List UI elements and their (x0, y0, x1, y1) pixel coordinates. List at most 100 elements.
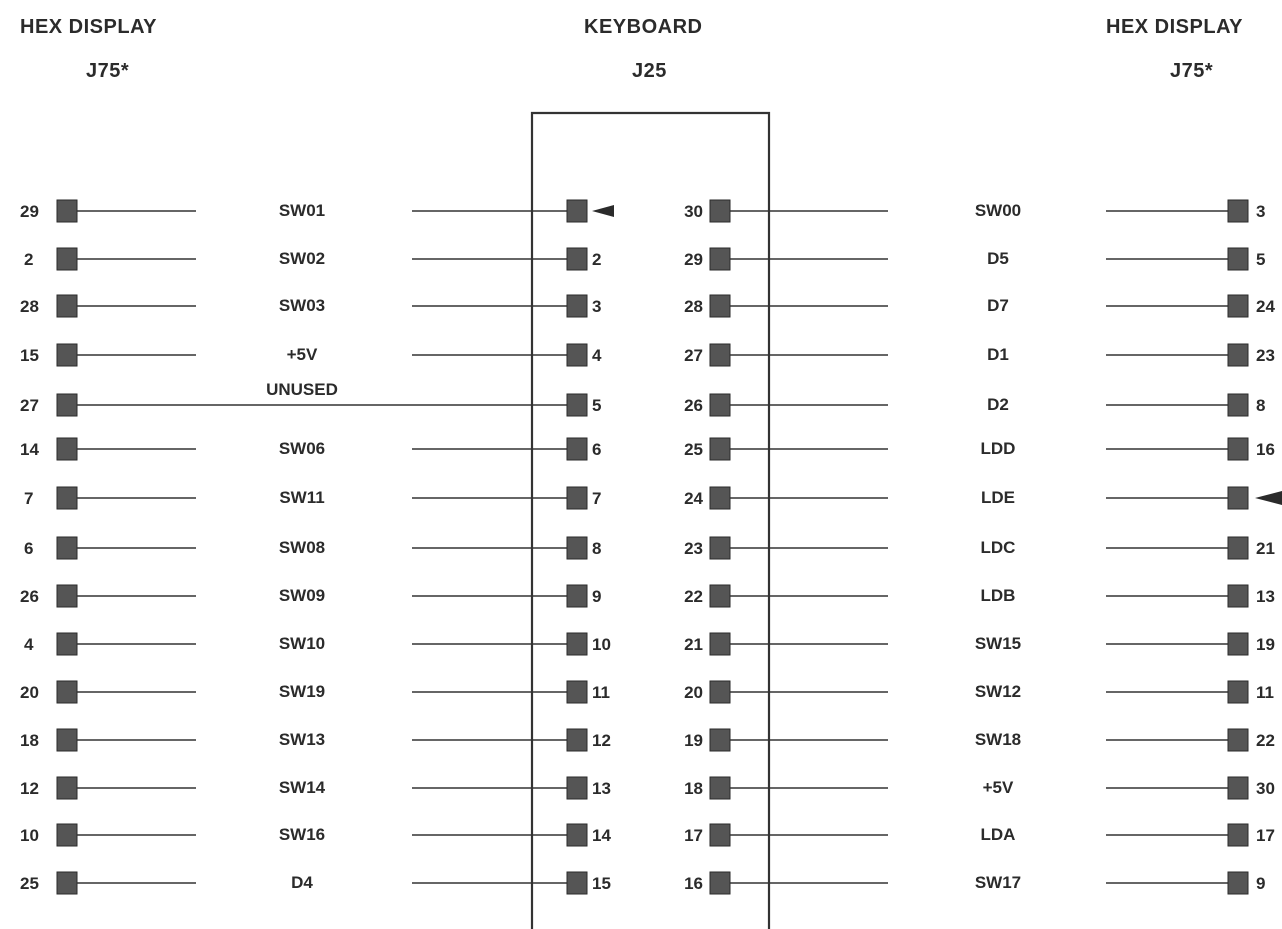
right-hex-pin-pad (1227, 437, 1249, 461)
keyboard-pin-pad (566, 294, 588, 318)
left-hex-pin-number: 15 (20, 346, 39, 365)
keyboard-pin-pad (566, 247, 588, 271)
left-row: 10 SW16 14 (20, 823, 611, 847)
keyboard-pin-pad (566, 486, 588, 510)
right-row: 17 LDA 17 (684, 823, 1275, 847)
keyboard-pin-number: 4 (592, 346, 602, 365)
right-hex-pin-pad (1227, 632, 1249, 656)
keyboard-pin-pad (566, 536, 588, 560)
left-signal-label: SW13 (279, 730, 325, 749)
left-hex-pin-pad (56, 437, 78, 461)
left-hex-pin-number: 12 (20, 779, 39, 798)
left-hex-pin-number: 26 (20, 587, 39, 606)
right-row: 18 +5V 30 (684, 776, 1275, 800)
left-row: 12 SW14 13 (20, 776, 611, 800)
left-signal-label: SW06 (279, 439, 325, 458)
left-row: 14 SW06 6 (20, 437, 601, 461)
keyboard-pin-pad (709, 294, 731, 318)
right-hex-pin-number: 24 (1256, 297, 1275, 316)
left-row: 29 SW01 (20, 199, 614, 223)
right-signal-label: SW17 (975, 873, 1021, 892)
keyboard-pin-number: 24 (684, 489, 703, 508)
left-hex-pin-number: 18 (20, 731, 39, 750)
keyboard-pin-number: 23 (684, 539, 703, 558)
pin-1-marker-icon (592, 205, 614, 217)
right-signal-label: D5 (987, 249, 1009, 268)
keyboard-pin-number: 29 (684, 250, 703, 269)
keyboard-pin-pad (709, 486, 731, 510)
left-hex-pin-pad (56, 584, 78, 608)
keyboard-pin-number: 17 (684, 826, 703, 845)
left-signal-label: SW14 (279, 778, 326, 797)
right-row: 16 SW17 9 (684, 871, 1265, 895)
left-hex-pin-number: 20 (20, 683, 39, 702)
keyboard-pin-number: 21 (684, 635, 703, 654)
right-hex-pin-pad (1227, 247, 1249, 271)
keyboard-pin-number: 8 (592, 539, 601, 558)
keyboard-pin-number: 2 (592, 250, 601, 269)
keyboard-pin-number: 13 (592, 779, 611, 798)
left-row: 18 SW13 12 (20, 728, 611, 752)
keyboard-pin-number: 12 (592, 731, 611, 750)
right-signal-label: SW15 (975, 634, 1021, 653)
keyboard-pin-pad (709, 437, 731, 461)
keyboard-pin-number: 18 (684, 779, 703, 798)
keyboard-pin-number: 5 (592, 396, 601, 415)
left-hex-pin-pad (56, 728, 78, 752)
keyboard-pin-number: 30 (684, 202, 703, 221)
keyboard-pin-pad (709, 823, 731, 847)
keyboard-connector-outline (530, 111, 771, 929)
right-hex-pin-pad (1227, 393, 1249, 417)
right-signal-label: SW00 (975, 201, 1021, 220)
right-hex-pin-pad (1227, 343, 1249, 367)
left-row: 28 SW03 3 (20, 294, 601, 318)
left-signal-label: SW10 (279, 634, 325, 653)
right-signal-label: D1 (987, 345, 1009, 364)
keyboard-pin-number: 3 (592, 297, 601, 316)
right-hex-pin-pad (1227, 199, 1249, 223)
right-hex-pin-number: 3 (1256, 202, 1265, 221)
left-hex-pin-pad (56, 343, 78, 367)
right-hex-pin-pad (1227, 294, 1249, 318)
left-row: 4 SW10 10 (24, 632, 611, 656)
right-hex-pin-number: 5 (1256, 250, 1265, 269)
keyboard-pin-pad (566, 437, 588, 461)
right-hex-pin-number: 13 (1256, 587, 1275, 606)
right-hex-pin-pad (1227, 486, 1249, 510)
left-signal-label: SW01 (279, 201, 325, 220)
keyboard-pin-number: 16 (684, 874, 703, 893)
left-signal-label: D4 (291, 873, 313, 892)
left-signal-label: SW08 (279, 538, 325, 557)
left-signal-label: SW03 (279, 296, 325, 315)
left-hex-pin-pad (56, 823, 78, 847)
right-row: 23 LDC 21 (684, 536, 1275, 560)
left-hex-pin-number: 25 (20, 874, 39, 893)
keyboard-pin-pad (566, 632, 588, 656)
right-row: 28 D7 24 (684, 294, 1275, 318)
keyboard-pin-number: 28 (684, 297, 703, 316)
right-signal-label: +5V (983, 778, 1014, 797)
left-hex-pin-number: 2 (24, 250, 33, 269)
keyboard-pin-pad (566, 871, 588, 895)
keyboard-pin-number: 6 (592, 440, 601, 459)
left-row: 26 SW09 9 (20, 584, 601, 608)
keyboard-pin-number: 15 (592, 874, 611, 893)
right-hex-pin-pad (1227, 728, 1249, 752)
right-hex-pin-number: 11 (1256, 683, 1274, 702)
right-row: 30 SW00 3 (684, 199, 1265, 223)
left-hex-pin-pad (56, 776, 78, 800)
left-hex-pin-pad (56, 486, 78, 510)
left-row: 27 UNUSED 5 (20, 380, 601, 417)
left-signal-label: SW09 (279, 586, 325, 605)
left-hex-pin-number: 27 (20, 396, 39, 415)
left-signal-label: SW19 (279, 682, 325, 701)
right-hex-pin-number: 19 (1256, 635, 1275, 654)
left-row: 6 SW08 8 (24, 536, 601, 560)
left-signal-label: SW16 (279, 825, 325, 844)
right-hex-pin-number: 21 (1256, 539, 1275, 558)
right-signal-label: SW18 (975, 730, 1021, 749)
keyboard-pin-pad (709, 728, 731, 752)
right-signal-label: LDE (981, 488, 1015, 507)
left-hex-display-title: HEX DISPLAY (20, 16, 157, 38)
keyboard-pin-number: 25 (684, 440, 703, 459)
